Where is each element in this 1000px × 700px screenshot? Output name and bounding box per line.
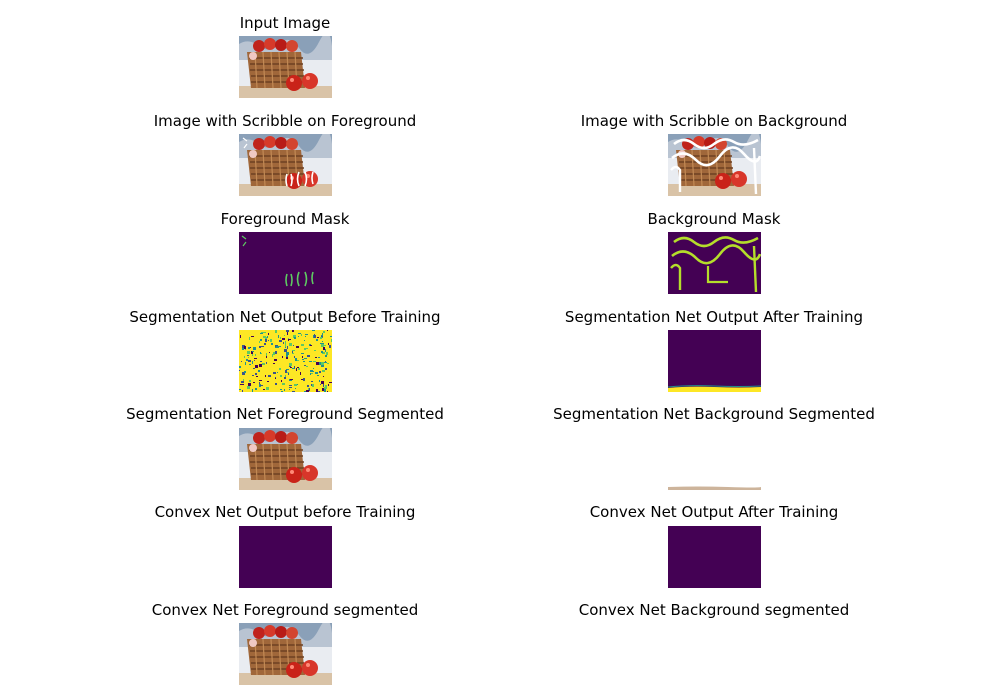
panel-title-cvx-fg: Convex Net Foreground segmented: [151, 601, 419, 619]
foreground-mask-image: [239, 232, 332, 294]
panel-title-cvx-before: Convex Net Output before Training: [154, 503, 416, 521]
scribble-foreground-image: [239, 134, 332, 196]
panel-title-cvx-after: Convex Net Output After Training: [589, 503, 839, 521]
panel-title-seg-fg: Segmentation Net Foreground Segmented: [126, 405, 444, 423]
convex-before-image: [239, 526, 332, 588]
scribble-background-image: [668, 134, 761, 196]
panel-title-seg-after: Segmentation Net Output After Training: [564, 308, 864, 326]
segmentation-foreground-image: [239, 428, 332, 490]
panel-title-fg-mask: Foreground Mask: [220, 210, 350, 228]
background-mask-image: [668, 232, 761, 294]
convex-background-image: [668, 623, 761, 685]
panel-title-input: Input Image: [239, 14, 331, 32]
panel-title-bg-mask: Background Mask: [647, 210, 781, 228]
segmentation-before-image: [239, 330, 332, 392]
panel-title-seg-bg: Segmentation Net Background Segmented: [553, 405, 875, 423]
panel-title-cvx-bg: Convex Net Background segmented: [578, 601, 850, 619]
panel-title-scribble-bg: Image with Scribble on Background: [580, 112, 848, 130]
panel-title-scribble-fg: Image with Scribble on Foreground: [153, 112, 417, 130]
convex-foreground-image: [239, 623, 332, 685]
input-image: [239, 36, 332, 98]
panel-title-seg-before: Segmentation Net Output Before Training: [129, 308, 441, 326]
convex-after-image: [668, 526, 761, 588]
segmentation-background-image: [668, 428, 761, 490]
segmentation-after-image: [668, 330, 761, 392]
